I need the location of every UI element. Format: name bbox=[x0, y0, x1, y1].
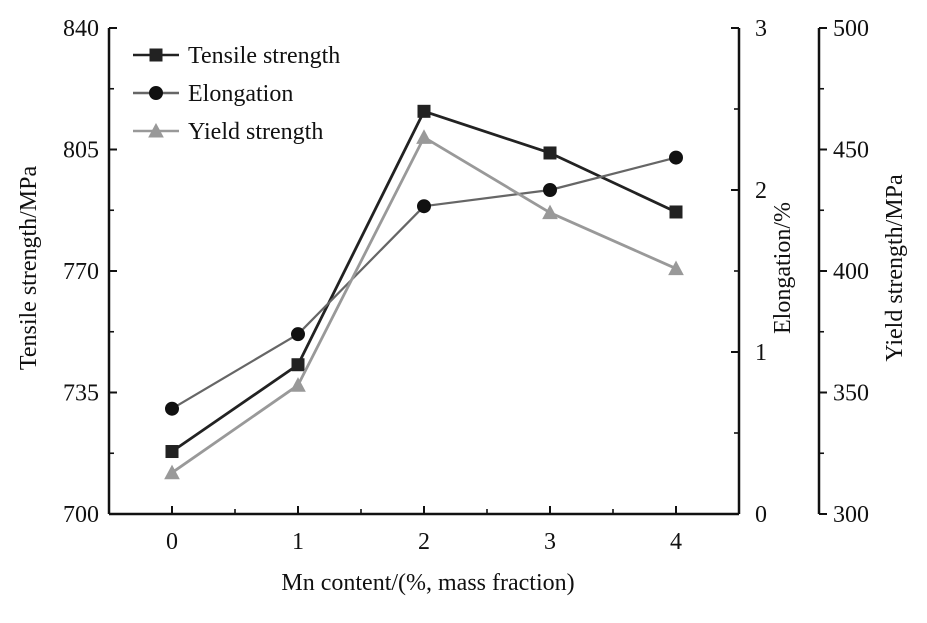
elongation-axis-title: Elongation/% bbox=[770, 202, 796, 334]
yield-strength-point bbox=[416, 129, 432, 144]
yield-strength-point bbox=[668, 260, 684, 276]
tensile-strength-point bbox=[543, 146, 557, 160]
axis-titles: Mn content/(%, mass fraction) Tensile str… bbox=[16, 166, 908, 596]
x-axis: 0 1 2 3 4 bbox=[109, 506, 739, 555]
legend-marker bbox=[148, 122, 164, 138]
yield-axis-tick-label: 400 bbox=[833, 259, 869, 285]
elongation-axis-tick-label: 2 bbox=[755, 178, 767, 204]
elongation-axis-tick-label: 3 bbox=[755, 16, 767, 42]
elongation-point bbox=[417, 199, 431, 214]
elongation-point bbox=[165, 401, 179, 416]
elongation-line bbox=[170, 156, 678, 410]
elongation-axis-tick-label: 0 bbox=[755, 502, 767, 528]
left-axis-tick-label: 735 bbox=[63, 381, 99, 407]
elongation-point bbox=[291, 327, 305, 342]
left-axis-tick-label: 840 bbox=[63, 16, 99, 42]
tensile-strength-point bbox=[165, 445, 179, 459]
legend-item: Tensile strength bbox=[133, 43, 340, 69]
yield-axis-tick-label: 300 bbox=[833, 502, 869, 528]
legend-marker bbox=[149, 86, 163, 100]
elongation-point bbox=[669, 150, 683, 165]
x-axis-tick-label: 0 bbox=[166, 529, 178, 555]
yield-strength-point bbox=[542, 204, 558, 220]
yield-axis-tick-label: 500 bbox=[833, 16, 869, 42]
legend-marker bbox=[149, 48, 163, 62]
x-axis-tick-label: 4 bbox=[670, 529, 682, 555]
series-tensile-strength bbox=[165, 104, 683, 459]
yield-strength-axis-title: Yield strength/MPa bbox=[882, 174, 908, 362]
yield-strength-axis: 300 350 400 450 500 bbox=[817, 16, 869, 528]
legend-label: Elongation bbox=[188, 81, 293, 107]
yield-strength-point bbox=[164, 464, 180, 480]
legend-label: Yield strength bbox=[188, 119, 323, 145]
left-axis-title: Tensile strength/MPa bbox=[16, 166, 42, 371]
tensile-strength-point bbox=[417, 104, 431, 118]
yield-strength-point bbox=[290, 377, 306, 392]
series-yield-strength bbox=[164, 129, 684, 480]
left-axis-tick-label: 770 bbox=[63, 259, 99, 285]
series-elongation bbox=[165, 150, 683, 416]
elongation-axis: 0 1 2 3 bbox=[731, 16, 767, 528]
tensile-strength-point bbox=[291, 358, 305, 372]
legend-label: Tensile strength bbox=[188, 43, 340, 69]
left-axis: 700 735 770 805 840 bbox=[63, 16, 117, 528]
legend-item: Elongation bbox=[133, 81, 293, 107]
yield-axis-tick-label: 350 bbox=[833, 381, 869, 407]
x-axis-title: Mn content/(%, mass fraction) bbox=[281, 570, 574, 596]
yield-axis-tick-label: 450 bbox=[833, 138, 869, 164]
x-axis-tick-label: 3 bbox=[544, 529, 556, 555]
plot-lines bbox=[164, 104, 684, 480]
tensile-strength-line bbox=[170, 109, 678, 453]
legend-item: Yield strength bbox=[133, 119, 323, 145]
left-axis-tick-label: 700 bbox=[63, 502, 99, 528]
left-axis-tick-label: 805 bbox=[63, 138, 99, 164]
elongation-axis-tick-label: 1 bbox=[755, 340, 767, 366]
elongation-point bbox=[543, 183, 557, 197]
yield-strength-line bbox=[170, 135, 678, 475]
x-axis-tick-label: 1 bbox=[292, 529, 304, 555]
tensile-strength-point bbox=[669, 205, 683, 219]
legend: Tensile strength Elongation Yield strength bbox=[133, 43, 340, 145]
x-axis-tick-label: 2 bbox=[418, 529, 430, 555]
